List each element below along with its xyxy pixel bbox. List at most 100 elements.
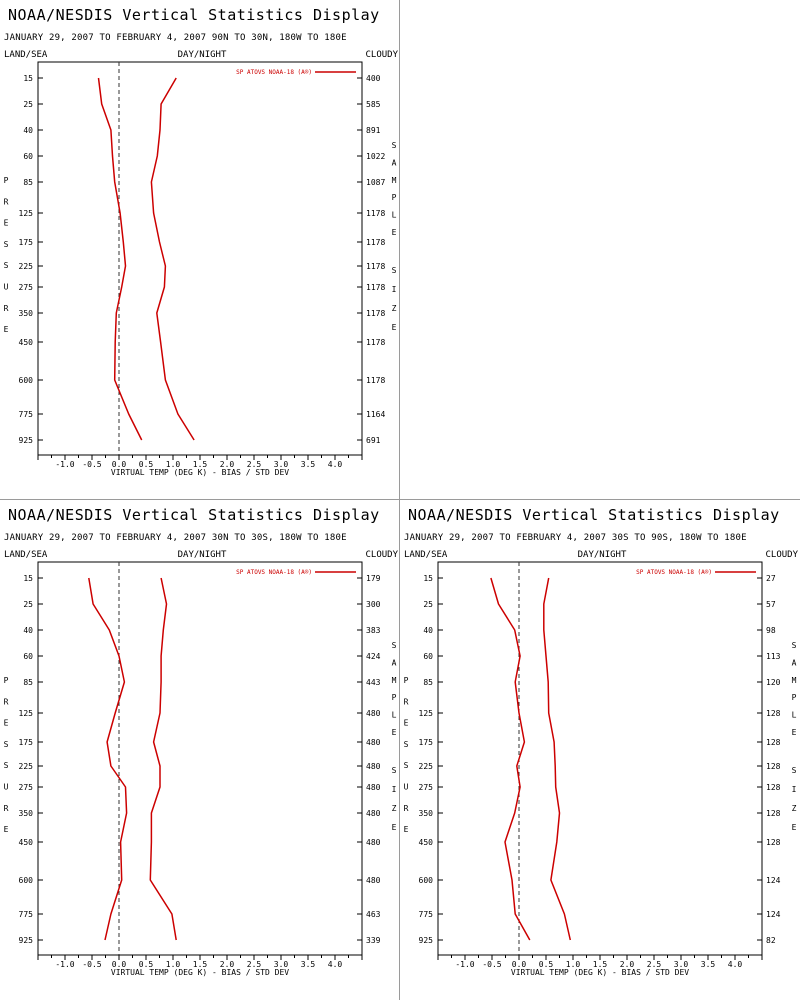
y-tick-label: 350 bbox=[19, 809, 34, 818]
x-tick-label: -1.0 bbox=[55, 960, 74, 969]
pressure-axis-letter: E bbox=[4, 825, 9, 834]
sample-size-label: 443 bbox=[366, 678, 381, 687]
x-tick-label: 0.0 bbox=[112, 960, 127, 969]
panel-divider-vertical bbox=[399, 0, 400, 1000]
pressure-axis-letter: S bbox=[4, 261, 9, 270]
y-tick-label: 40 bbox=[23, 126, 33, 135]
sample-axis-letter: I bbox=[792, 785, 797, 794]
sample-axis-letter: P bbox=[792, 693, 797, 702]
x-tick-label: 1.0 bbox=[566, 960, 581, 969]
y-tick-label: 60 bbox=[423, 652, 433, 661]
y-tick-label: 60 bbox=[23, 152, 33, 161]
x-tick-label: 0.0 bbox=[512, 960, 527, 969]
sample-size-label: 383 bbox=[366, 626, 381, 635]
bias-profile-line bbox=[97, 77, 143, 441]
legend-label: SP ATOVS NOAA-18 (A®) bbox=[636, 569, 712, 576]
y-tick-label: 85 bbox=[23, 678, 33, 687]
sample-size-label: 480 bbox=[366, 762, 381, 771]
x-tick-label: 2.0 bbox=[620, 960, 635, 969]
pressure-axis-letter: S bbox=[4, 740, 9, 749]
sample-size-label: 179 bbox=[366, 574, 381, 583]
chart-panel-30n-30s: NOAA/NESDIS Vertical Statistics Display J… bbox=[0, 500, 400, 1000]
y-tick-label: 925 bbox=[419, 936, 434, 945]
chart-subtitle: JANUARY 29, 2007 TO FEBRUARY 4, 2007 90N… bbox=[4, 33, 347, 43]
plot-frame bbox=[37, 561, 363, 956]
sample-size-label: 1178 bbox=[366, 262, 385, 271]
pressure-axis-letter: E bbox=[404, 719, 409, 728]
sample-size-label: 480 bbox=[366, 709, 381, 718]
sample-size-label: 128 bbox=[766, 738, 781, 747]
sample-size-label: 124 bbox=[766, 910, 781, 919]
legend-label: SP ATOVS NOAA-18 (A®) bbox=[236, 569, 312, 576]
x-tick-label: -0.5 bbox=[482, 960, 501, 969]
x-tick-label: 3.5 bbox=[301, 960, 316, 969]
y-tick-label: 60 bbox=[23, 652, 33, 661]
sample-axis-letter: L bbox=[792, 711, 797, 720]
sample-size-label: 124 bbox=[766, 876, 781, 885]
x-tick-label: 3.0 bbox=[674, 960, 689, 969]
y-tick-label: 175 bbox=[419, 738, 434, 747]
vertical-stats-chart: NOAA/NESDIS Vertical Statistics Display J… bbox=[4, 506, 399, 977]
x-tick-label: 0.5 bbox=[539, 960, 554, 969]
x-tick-label: 2.0 bbox=[220, 460, 235, 469]
header-land-sea: LAND/SEA bbox=[404, 550, 448, 560]
x-tick-label: 3.5 bbox=[301, 460, 316, 469]
chart-title: NOAA/NESDIS Vertical Statistics Display bbox=[408, 506, 780, 524]
sample-axis-letter: A bbox=[392, 658, 397, 667]
pressure-axis-letter: E bbox=[4, 719, 9, 728]
chart-title: NOAA/NESDIS Vertical Statistics Display bbox=[8, 6, 380, 24]
sample-axis-letter: E bbox=[392, 323, 397, 332]
y-tick-label: 925 bbox=[19, 936, 34, 945]
x-axis-label: VIRTUAL TEMP (DEG K) - BIAS / STD DEV bbox=[511, 968, 689, 977]
sample-size-label: 480 bbox=[366, 783, 381, 792]
y-tick-label: 775 bbox=[19, 410, 34, 419]
sample-size-label: 27 bbox=[766, 574, 776, 583]
x-tick-label: -0.5 bbox=[82, 460, 101, 469]
y-tick-label: 175 bbox=[19, 238, 34, 247]
y-tick-label: 775 bbox=[419, 910, 434, 919]
header-day-night: DAY/NIGHT bbox=[178, 50, 227, 60]
sample-axis-letter: S bbox=[392, 141, 397, 150]
sample-axis-letter: A bbox=[392, 158, 397, 167]
y-tick-label: 350 bbox=[19, 309, 34, 318]
sample-axis-letter: Z bbox=[392, 304, 397, 313]
sample-axis-letter: E bbox=[392, 228, 397, 237]
sample-axis-letter: S bbox=[792, 766, 797, 775]
sample-size-label: 1178 bbox=[366, 309, 385, 318]
chart-subtitle: JANUARY 29, 2007 TO FEBRUARY 4, 2007 30S… bbox=[404, 533, 747, 543]
sample-size-label: 424 bbox=[366, 652, 381, 661]
sample-axis-letter: S bbox=[392, 266, 397, 275]
x-axis-label: VIRTUAL TEMP (DEG K) - BIAS / STD DEV bbox=[111, 468, 289, 477]
header-cloudy: CLOUDY bbox=[365, 50, 398, 60]
pressure-axis-letter: R bbox=[4, 197, 9, 206]
plot-frame bbox=[437, 561, 763, 956]
x-tick-label: -1.0 bbox=[455, 960, 474, 969]
sample-size-label: 1178 bbox=[366, 338, 385, 347]
sample-size-label: 480 bbox=[366, 809, 381, 818]
sample-axis-letter: L bbox=[392, 711, 397, 720]
sample-axis-letter: E bbox=[392, 823, 397, 832]
y-tick-label: 85 bbox=[423, 678, 433, 687]
x-tick-label: -1.0 bbox=[55, 460, 74, 469]
chart-title: NOAA/NESDIS Vertical Statistics Display bbox=[8, 506, 380, 524]
x-tick-label: 2.0 bbox=[220, 960, 235, 969]
sample-size-label: 891 bbox=[366, 126, 381, 135]
sample-axis-letter: M bbox=[392, 176, 397, 185]
y-tick-label: 600 bbox=[419, 876, 434, 885]
chart-subtitle: JANUARY 29, 2007 TO FEBRUARY 4, 2007 30N… bbox=[4, 533, 347, 543]
y-tick-label: 450 bbox=[419, 838, 434, 847]
sample-size-label: 1178 bbox=[366, 209, 385, 218]
y-tick-label: 175 bbox=[19, 738, 34, 747]
y-tick-label: 275 bbox=[419, 783, 434, 792]
x-tick-label: 3.5 bbox=[701, 960, 716, 969]
bias-profile-line bbox=[88, 577, 128, 941]
x-tick-label: 1.5 bbox=[593, 960, 608, 969]
y-tick-label: 15 bbox=[23, 574, 33, 583]
pressure-axis-letter: E bbox=[4, 325, 9, 334]
sample-size-label: 480 bbox=[366, 838, 381, 847]
sample-size-label: 339 bbox=[366, 936, 381, 945]
sample-size-label: 57 bbox=[766, 600, 776, 609]
sample-size-label: 691 bbox=[366, 436, 381, 445]
legend-label: SP ATOVS NOAA-18 (A®) bbox=[236, 69, 312, 76]
sample-size-label: 480 bbox=[366, 876, 381, 885]
